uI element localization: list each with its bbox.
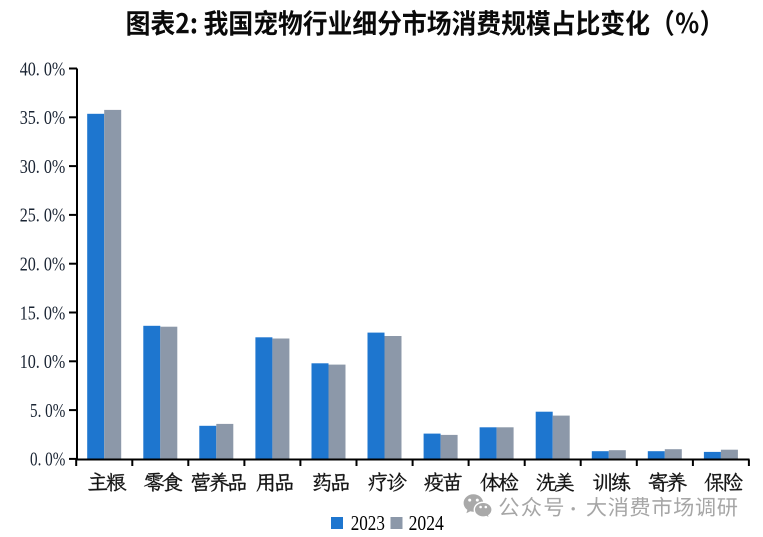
svg-text:35. 0%: 35. 0% [20, 107, 66, 129]
svg-text:25. 0%: 25. 0% [20, 205, 66, 227]
svg-text:0. 0%: 0. 0% [30, 449, 65, 471]
svg-text:20. 0%: 20. 0% [20, 254, 66, 276]
svg-text:10. 0%: 10. 0% [20, 351, 66, 373]
svg-text:5. 0%: 5. 0% [30, 400, 65, 422]
svg-text:40. 0%: 40. 0% [20, 58, 66, 80]
svg-text:30. 0%: 30. 0% [20, 156, 66, 178]
svg-text:15. 0%: 15. 0% [20, 302, 66, 324]
svg-text:2024: 2024 [409, 511, 444, 535]
svg-text:2023: 2023 [351, 511, 385, 535]
